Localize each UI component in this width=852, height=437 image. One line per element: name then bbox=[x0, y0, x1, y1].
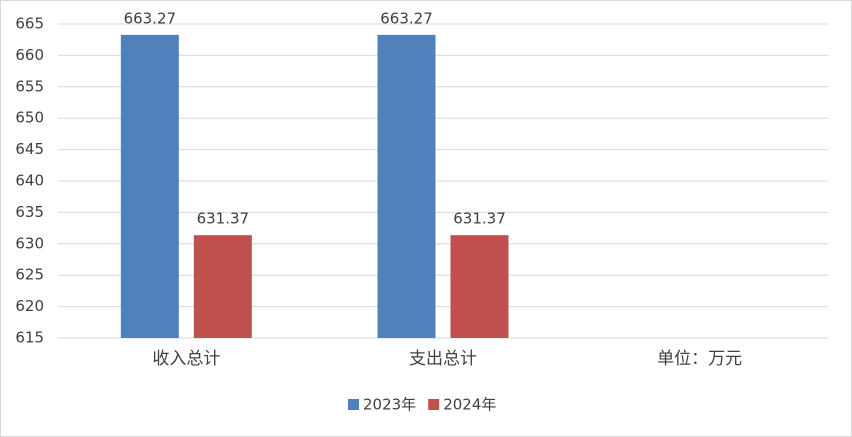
x-tick-label: 支出总计 bbox=[409, 349, 477, 369]
y-tick-label: 620 bbox=[15, 297, 44, 315]
y-tick-label: 660 bbox=[15, 46, 44, 64]
bar bbox=[120, 34, 179, 338]
legend-label: 2024年 bbox=[443, 396, 496, 414]
x-tick-label: 单位：万元 bbox=[657, 349, 742, 369]
y-tick-label: 655 bbox=[15, 77, 44, 95]
y-tick-label: 665 bbox=[15, 15, 44, 33]
y-tick-label: 615 bbox=[15, 329, 44, 347]
y-tick-label: 640 bbox=[15, 172, 44, 190]
legend-swatch bbox=[348, 399, 359, 410]
x-tick-label: 收入总计 bbox=[152, 349, 220, 369]
y-tick-label: 635 bbox=[15, 203, 44, 221]
y-tick-label: 625 bbox=[15, 266, 44, 284]
y-tick-label: 650 bbox=[15, 109, 44, 127]
y-tick-label: 630 bbox=[15, 234, 44, 252]
bar bbox=[193, 235, 252, 338]
legend-label: 2023年 bbox=[363, 396, 416, 414]
value-label: 631.37 bbox=[453, 210, 506, 228]
value-label: 663.27 bbox=[380, 9, 433, 27]
y-tick-label: 645 bbox=[15, 140, 44, 158]
bar bbox=[377, 34, 436, 338]
value-label: 631.37 bbox=[197, 210, 250, 228]
legend-swatch bbox=[428, 399, 440, 410]
value-label: 663.27 bbox=[124, 9, 177, 27]
bar bbox=[450, 235, 509, 338]
